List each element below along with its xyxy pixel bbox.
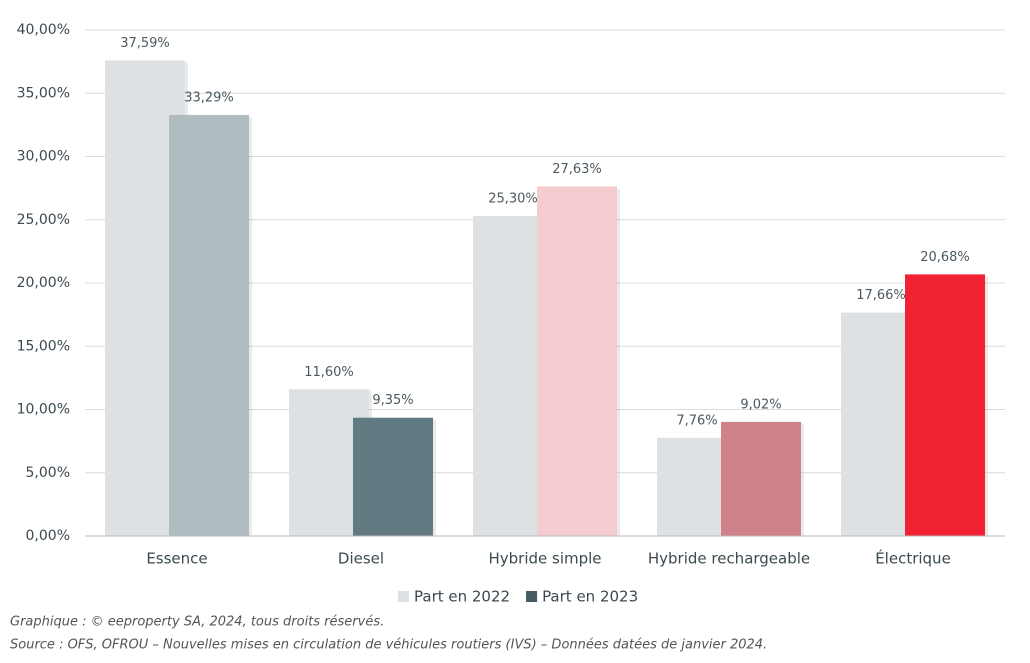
- x-tick-label: Essence: [146, 550, 207, 568]
- bar: [169, 114, 249, 536]
- value-label: 25,30%: [488, 191, 538, 206]
- value-label: 20,68%: [920, 250, 970, 265]
- x-tick-label: Hybride rechargeable: [648, 550, 810, 568]
- y-tick-label: 25,00%: [17, 212, 70, 228]
- value-label: 27,63%: [552, 162, 602, 177]
- legend-label: Part en 2023: [542, 588, 638, 606]
- value-label: 9,35%: [372, 393, 413, 408]
- value-label: 9,02%: [740, 397, 781, 412]
- legend-swatch: [526, 591, 538, 602]
- value-label: 7,76%: [676, 413, 717, 428]
- footnote: Source : OFS, OFROU – Nouvelles mises en…: [10, 638, 767, 653]
- bar: [905, 274, 985, 536]
- value-label: 33,29%: [184, 90, 234, 105]
- y-tick-label: 15,00%: [17, 338, 70, 354]
- x-tick-label: Hybride simple: [488, 550, 601, 568]
- y-tick-label: 30,00%: [17, 149, 70, 165]
- y-tick-label: 20,00%: [17, 275, 70, 291]
- x-tick-label: Électrique: [875, 549, 951, 568]
- value-label: 17,66%: [856, 288, 906, 303]
- bar: [537, 186, 617, 536]
- y-tick-label: 10,00%: [17, 402, 70, 418]
- bar: [721, 421, 801, 536]
- legend-label: Part en 2022: [414, 588, 510, 606]
- y-tick-label: 5,00%: [26, 465, 70, 481]
- legend-swatch: [398, 591, 409, 602]
- y-tick-label: 0,00%: [26, 528, 70, 544]
- y-tick-label: 35,00%: [17, 85, 70, 101]
- bar: [353, 417, 433, 536]
- value-label: 11,60%: [304, 365, 354, 380]
- footnote: Graphique : © eeproperty SA, 2024, tous …: [10, 615, 384, 630]
- y-tick-label: 40,00%: [17, 22, 70, 38]
- x-tick-label: Diesel: [338, 550, 384, 568]
- value-label: 37,59%: [120, 36, 170, 51]
